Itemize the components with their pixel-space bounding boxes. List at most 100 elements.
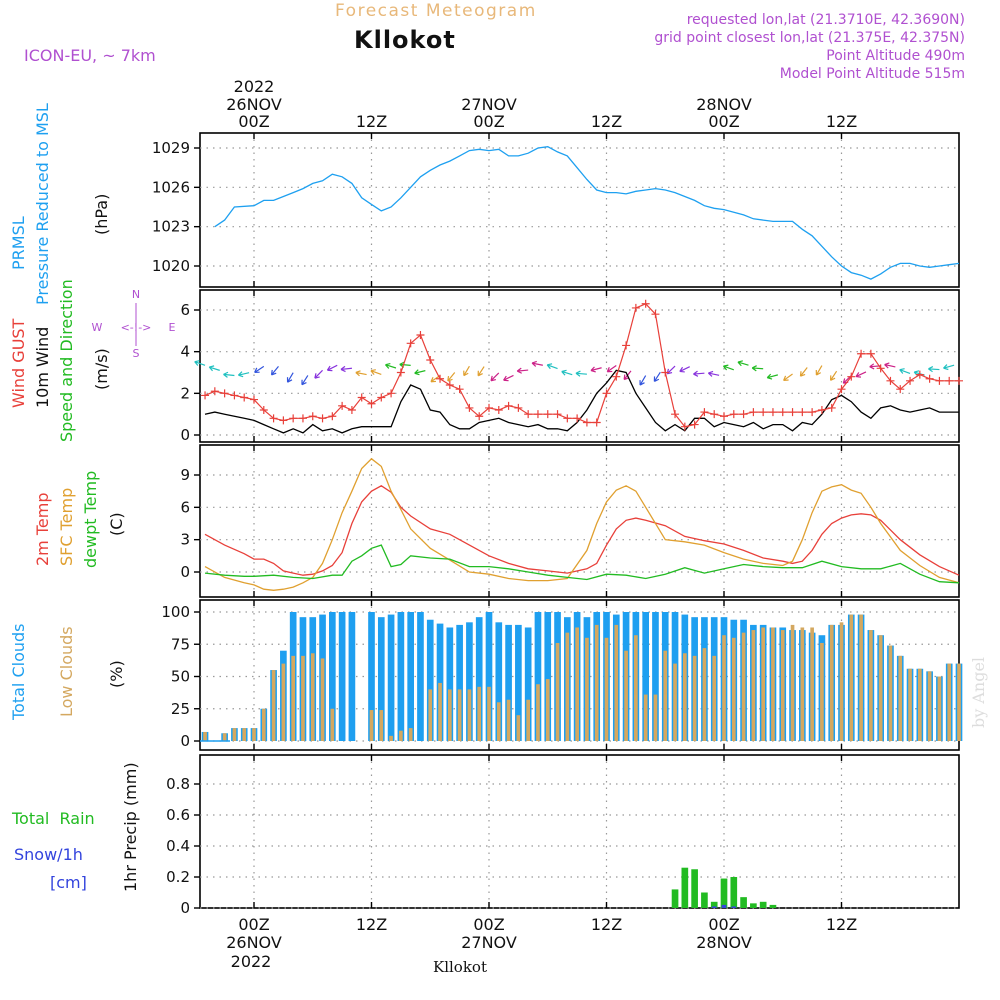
total-cloud-bar xyxy=(377,617,385,741)
low-cloud-bar xyxy=(624,650,628,741)
low-cloud-bar xyxy=(643,694,648,741)
clouds-unit: (%) xyxy=(107,660,126,688)
low-cloud-bar xyxy=(438,682,442,741)
top-time-label: 00Z xyxy=(708,112,739,131)
low-cloud-bar xyxy=(310,653,315,741)
wind-gust-line xyxy=(204,303,959,428)
rain-bar xyxy=(710,901,718,908)
gust-marker xyxy=(808,408,817,417)
total-cloud-bar xyxy=(387,614,395,741)
gust-marker xyxy=(857,349,866,358)
y-tick-label: 4 xyxy=(180,343,190,361)
gust-marker xyxy=(553,410,562,419)
low-cloud-bar xyxy=(683,653,687,741)
wind-direction-arrow xyxy=(679,366,690,373)
gust-marker xyxy=(220,389,229,398)
gust-marker xyxy=(514,403,523,412)
footer-location: Kllokot xyxy=(433,958,487,976)
gust-marker xyxy=(935,376,944,385)
temp-label-2m: 2m Temp xyxy=(33,493,52,567)
rain-bar xyxy=(759,901,767,908)
low-cloud-bar xyxy=(232,728,237,741)
gust-marker xyxy=(886,376,895,385)
temp-unit: (C) xyxy=(107,512,126,536)
y-tick-label: 2 xyxy=(180,384,190,402)
low-cloud-bar xyxy=(408,728,413,741)
wind-direction-arrow xyxy=(855,371,867,378)
total-cloud-bar xyxy=(485,612,493,741)
low-cloud-bar xyxy=(908,668,912,741)
gust-marker xyxy=(494,406,503,414)
low-cloud-bar xyxy=(731,637,736,741)
wind-direction-arrow xyxy=(928,366,940,373)
gust-marker xyxy=(612,372,621,381)
total-cloud-bar xyxy=(466,622,473,741)
low-cloud-bar xyxy=(790,624,795,741)
total-cloud-bar xyxy=(495,622,503,741)
precip-label-snow: Snow/1h xyxy=(14,845,83,864)
wind-direction-arrow xyxy=(884,362,896,369)
compass-east: E xyxy=(169,321,176,334)
wind-direction-arrow xyxy=(799,367,808,377)
wind-direction-arrow xyxy=(370,369,382,375)
wind-direction-arrow xyxy=(829,370,838,381)
gust-marker xyxy=(827,403,836,412)
gust-marker xyxy=(533,410,542,419)
gust-marker xyxy=(837,385,846,394)
wind-direction-arrow xyxy=(326,364,338,372)
y-tick-label: 1023 xyxy=(152,218,190,236)
low-cloud-bar xyxy=(810,627,814,741)
low-cloud-bar xyxy=(957,663,961,741)
low-cloud-bar xyxy=(918,668,922,741)
snow-bar xyxy=(731,906,737,908)
top-date-label: 27NOV xyxy=(461,95,517,114)
wind-direction-arrow xyxy=(722,364,734,371)
low-cloud-bar xyxy=(526,699,530,741)
wind-frame xyxy=(199,289,960,443)
clouds-panel: 0 25 50 75 100 Total Clouds Low Clouds (%) b… xyxy=(9,599,988,751)
total-cloud-bar xyxy=(368,612,375,741)
gust-marker xyxy=(563,414,572,423)
wind-direction-arrow xyxy=(270,365,279,376)
total-cloud-bar xyxy=(524,627,532,741)
y-tick-label: 6 xyxy=(180,498,190,516)
gust-marker xyxy=(338,401,347,410)
pressure-label-prmsl: PRMSL xyxy=(9,216,28,270)
y-tick-label: 0 xyxy=(180,899,190,917)
wind-panel: 0 2 4 6 Wind GUST 10m Wind Speed and Direct… xyxy=(9,279,963,444)
gust-marker xyxy=(798,408,807,417)
low-cloud-bar xyxy=(741,632,746,741)
compass-north: N xyxy=(132,288,140,301)
low-cloud-bar xyxy=(457,689,462,741)
total-cloud-bar xyxy=(407,612,414,741)
low-cloud-bar xyxy=(379,710,384,741)
wind-direction-arrow xyxy=(606,364,617,373)
wind-direction-arrow xyxy=(693,370,705,377)
gust-marker xyxy=(690,420,699,429)
low-cloud-bar xyxy=(448,689,452,741)
gust-marker xyxy=(945,376,954,385)
wind-direction-arrow xyxy=(254,365,265,374)
dewpt-temp-line xyxy=(204,544,960,584)
pressure-line xyxy=(214,146,960,280)
total-cloud-bar xyxy=(436,623,444,741)
y-tick-label: 25 xyxy=(171,700,190,718)
gust-marker xyxy=(778,408,787,417)
gust-marker xyxy=(573,414,582,423)
bottom-time-axis: 00Z 12Z 00Z 12Z 00Z 12Z 26NOV 27NOV 28NOV 2022 … xyxy=(226,915,857,976)
gust-marker xyxy=(377,393,386,402)
wind-direction-arrow xyxy=(516,367,529,374)
wind-direction-arrow xyxy=(766,373,779,380)
low-cloud-bar xyxy=(878,635,883,741)
gust-marker xyxy=(298,414,307,423)
low-cloud-bar xyxy=(722,635,726,741)
gust-marker xyxy=(955,376,963,385)
temperature-frame xyxy=(199,444,960,598)
wind-direction-arrow xyxy=(477,366,485,377)
low-cloud-bar xyxy=(888,645,893,741)
wind-direction-arrow xyxy=(546,363,558,370)
bottom-time-label: 00Z xyxy=(708,915,739,934)
gust-marker xyxy=(641,299,650,308)
y-tick-label: 1029 xyxy=(152,139,190,157)
wind-direction-arrow xyxy=(490,372,500,382)
